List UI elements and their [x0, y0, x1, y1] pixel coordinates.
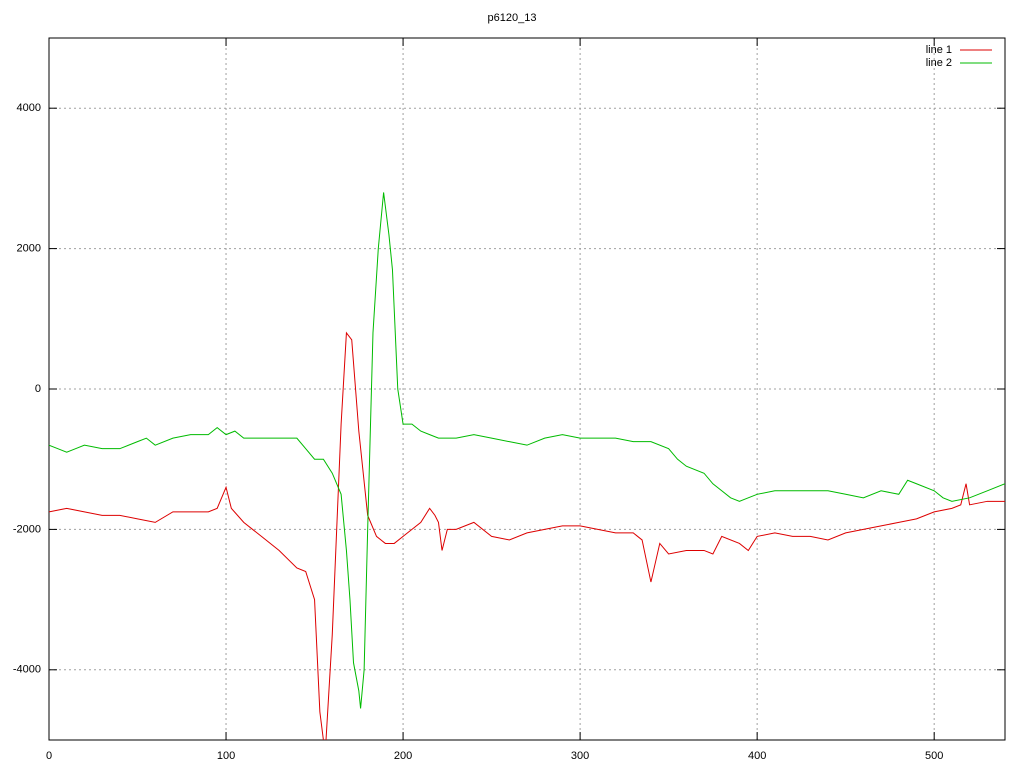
- plot-border: [48, 37, 1006, 741]
- y-tick-label: -4000: [13, 664, 41, 676]
- x-tick-label: 500: [925, 750, 943, 762]
- x-tick-label: 200: [394, 750, 412, 762]
- plot-area: [49, 192, 1005, 740]
- y-tick-label: 2000: [17, 243, 41, 255]
- chart-title: p6120_13: [488, 12, 537, 24]
- legend-label: line 2: [926, 57, 952, 69]
- x-tick-label: 100: [217, 750, 235, 762]
- y-tick-label: 4000: [17, 102, 41, 114]
- series-line: [49, 192, 1005, 709]
- x-tick-label: 400: [748, 750, 766, 762]
- series-line: [49, 331, 1005, 740]
- y-tick-label: -2000: [13, 523, 41, 535]
- x-tick-label: 300: [571, 750, 589, 762]
- legend-label: line 1: [926, 44, 952, 56]
- y-tick-label: 0: [35, 383, 41, 395]
- x-tick-label: 0: [46, 750, 52, 762]
